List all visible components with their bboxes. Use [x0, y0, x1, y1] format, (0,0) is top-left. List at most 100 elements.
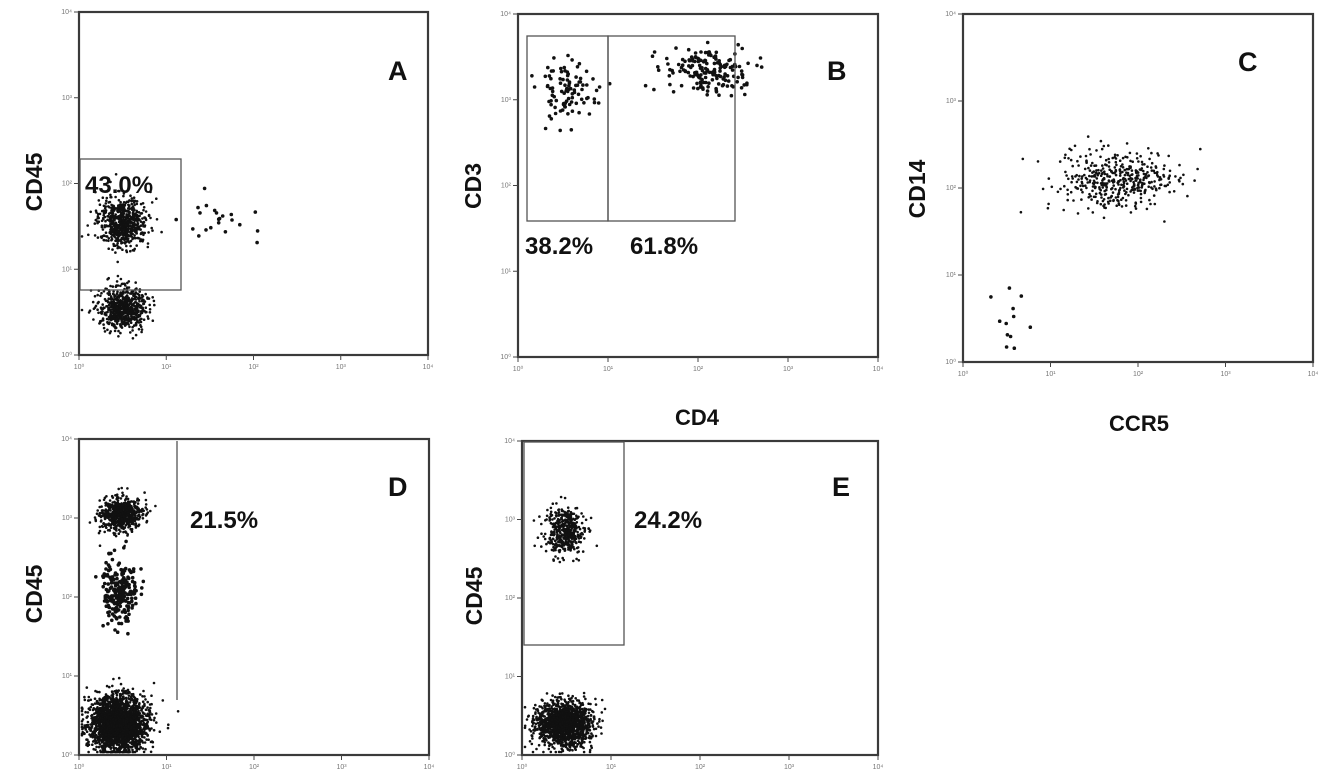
- panel-a-event-dot: [133, 301, 137, 304]
- panel-d-event-dot: [114, 509, 117, 512]
- panel-c-event-dot: [1072, 199, 1075, 202]
- panel-a-event-dot: [106, 300, 110, 304]
- panel-c-event-dot: [1127, 167, 1131, 171]
- panel-d-event-dot: [134, 526, 138, 529]
- panel-c-event-dot: [1107, 144, 1110, 147]
- panel-b-event-dot: [667, 74, 672, 78]
- panel-d-event-dot: [144, 747, 147, 751]
- panel-b-event-dot: [701, 86, 705, 90]
- panel-b-event-dot: [561, 77, 565, 82]
- panel-a-event-dot: [217, 216, 222, 221]
- panel-d-event-dot: [144, 506, 147, 509]
- panel-b-gate-right-label: 61.8%: [630, 233, 698, 260]
- panel-a-event-dot: [116, 290, 119, 294]
- panel-c-event-dot: [1122, 183, 1125, 187]
- panel-c-event-dot: [1168, 181, 1171, 184]
- panel-c-event-dot: [1168, 190, 1171, 194]
- panel-b-x-tick-label: 10²: [693, 366, 704, 373]
- panel-a-event-dot: [134, 281, 137, 284]
- panel-d-event-dot: [97, 738, 101, 742]
- panel-a-event-dot: [123, 297, 126, 301]
- panel-a-event-dot: [125, 295, 128, 299]
- panel-b-x-tick-label: 10⁰: [513, 365, 524, 373]
- panel-a-event-dot: [86, 224, 89, 227]
- panel-a-event-dot: [128, 210, 131, 214]
- panel-b-event-dot: [705, 89, 710, 93]
- panel-d-event-dot: [117, 487, 120, 491]
- panel-a-event-dot: [143, 224, 147, 227]
- panel-a-event-dot: [155, 197, 158, 200]
- panel-d-event-dot: [152, 681, 156, 685]
- panel-a-event-dot: [98, 203, 102, 206]
- panel-a-event-dot: [121, 248, 124, 251]
- panel-d-event-dot: [104, 567, 108, 571]
- panel-a-event-dot: [107, 318, 111, 321]
- panel-d-event-dot: [150, 713, 154, 716]
- panel-d-event-dot: [134, 601, 138, 606]
- panel-d-event-dot: [149, 750, 153, 754]
- panel-d-event-dot: [115, 581, 119, 585]
- panel-a-event-dot: [115, 306, 119, 310]
- panel-a-event-dot: [105, 313, 108, 317]
- panel-a-event-dot: [96, 236, 100, 239]
- panel-c-event-dot: [1100, 169, 1103, 172]
- panel-c-event-dot: [1130, 169, 1134, 172]
- panel-c-event-dot: [1007, 286, 1012, 290]
- panel-b-event-dot: [565, 78, 570, 82]
- panel-b-event-dot: [695, 81, 699, 86]
- panel-c-event-dot: [1199, 147, 1202, 151]
- panel-d-event-dot: [132, 722, 135, 725]
- panel-c-event-dot: [1073, 144, 1077, 148]
- panel-c-event-dot: [1093, 173, 1096, 177]
- panel-b-event-dot: [700, 77, 704, 82]
- panel-d-event-dot: [111, 501, 114, 504]
- panel-d-event-dot: [112, 677, 115, 681]
- panel-c-event-dot: [1139, 154, 1142, 158]
- panel-a-event-dot: [113, 225, 117, 228]
- panel-d-event-dot: [105, 684, 109, 688]
- panel-a-event-dot: [124, 284, 127, 287]
- panel-b-event-dot: [721, 82, 726, 87]
- panel-c-event-dot: [1089, 194, 1092, 198]
- panel-d-event-dot: [121, 491, 124, 495]
- panel-d-event-dot: [115, 576, 119, 581]
- panel-c-event-dot: [1124, 199, 1128, 202]
- panel-d-event-dot: [122, 695, 125, 698]
- panel-d-event-dot: [129, 698, 133, 702]
- panel-c-event-dot: [1062, 208, 1065, 212]
- panel-d-event-dot: [148, 703, 152, 706]
- panel-c-x-tick-label: 10³: [1220, 371, 1231, 378]
- panel-b-event-dot: [703, 59, 707, 63]
- panel-b-event-dot: [576, 92, 581, 97]
- panel-d-event-dot: [114, 525, 118, 528]
- panel-b-event-dot: [546, 65, 550, 70]
- panel-b-event-dot: [736, 75, 740, 80]
- panel-c-event-dot: [1070, 148, 1073, 152]
- panel-b-event-dot: [567, 102, 572, 107]
- panel-b-y-axis-label: CD3: [460, 163, 486, 209]
- panel-d-event-dot: [133, 596, 138, 600]
- panel-c-event-dot: [1116, 154, 1119, 157]
- panel-a-event-dot: [102, 234, 106, 237]
- panel-c-x-axis-label: CCR5: [1109, 411, 1169, 436]
- panel-a-event-dot: [155, 218, 159, 221]
- panel-a-event-dot: [137, 310, 140, 314]
- panel-d-event-dot: [112, 750, 116, 754]
- panel-a-event-dot: [127, 308, 131, 312]
- panel-a-event-dot: [212, 208, 217, 213]
- panel-c-event-dot: [1019, 210, 1023, 214]
- panel-a-event-dot: [121, 306, 124, 310]
- panel-d-event-dot: [94, 575, 98, 579]
- panel-b-event-dot: [681, 68, 686, 72]
- panel-c-event-dot: [1095, 172, 1099, 175]
- panel-d-event-dot: [101, 584, 105, 589]
- panel-c-event-dot: [1117, 189, 1121, 192]
- panel-a-event-dot: [102, 217, 105, 221]
- panel-d-event-dot: [86, 699, 90, 702]
- panel-a-event-dot: [147, 231, 150, 234]
- panel-a-event-dot: [112, 299, 115, 303]
- panel-b-event-dot: [697, 63, 702, 68]
- panel-c-event-dot: [1152, 194, 1156, 197]
- panel-d-event-dot: [131, 737, 134, 740]
- panel-d-event-dot: [119, 682, 123, 686]
